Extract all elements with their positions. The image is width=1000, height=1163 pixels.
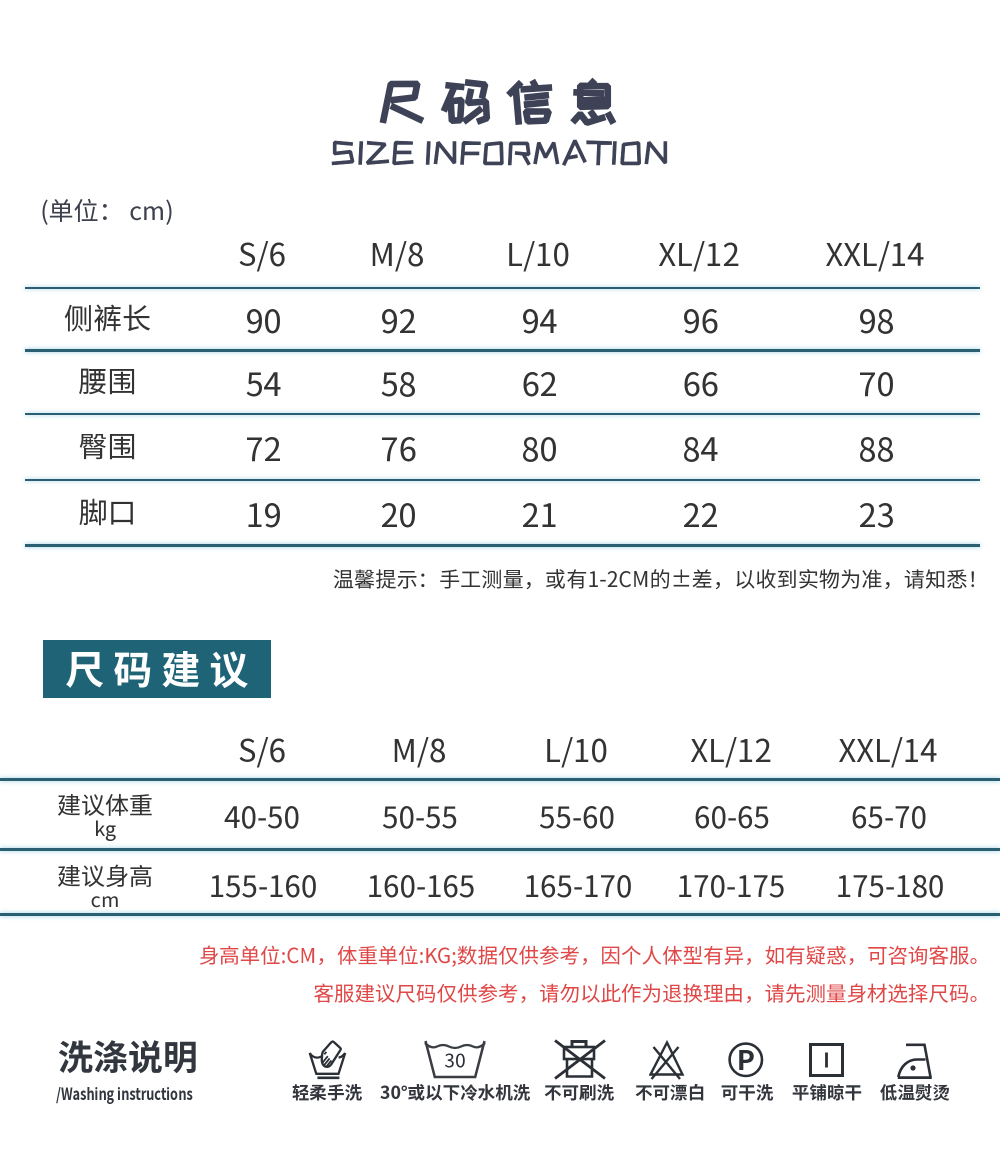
svg-text:30: 30 bbox=[444, 1047, 465, 1074]
svg-text:P: P bbox=[737, 1042, 755, 1078]
